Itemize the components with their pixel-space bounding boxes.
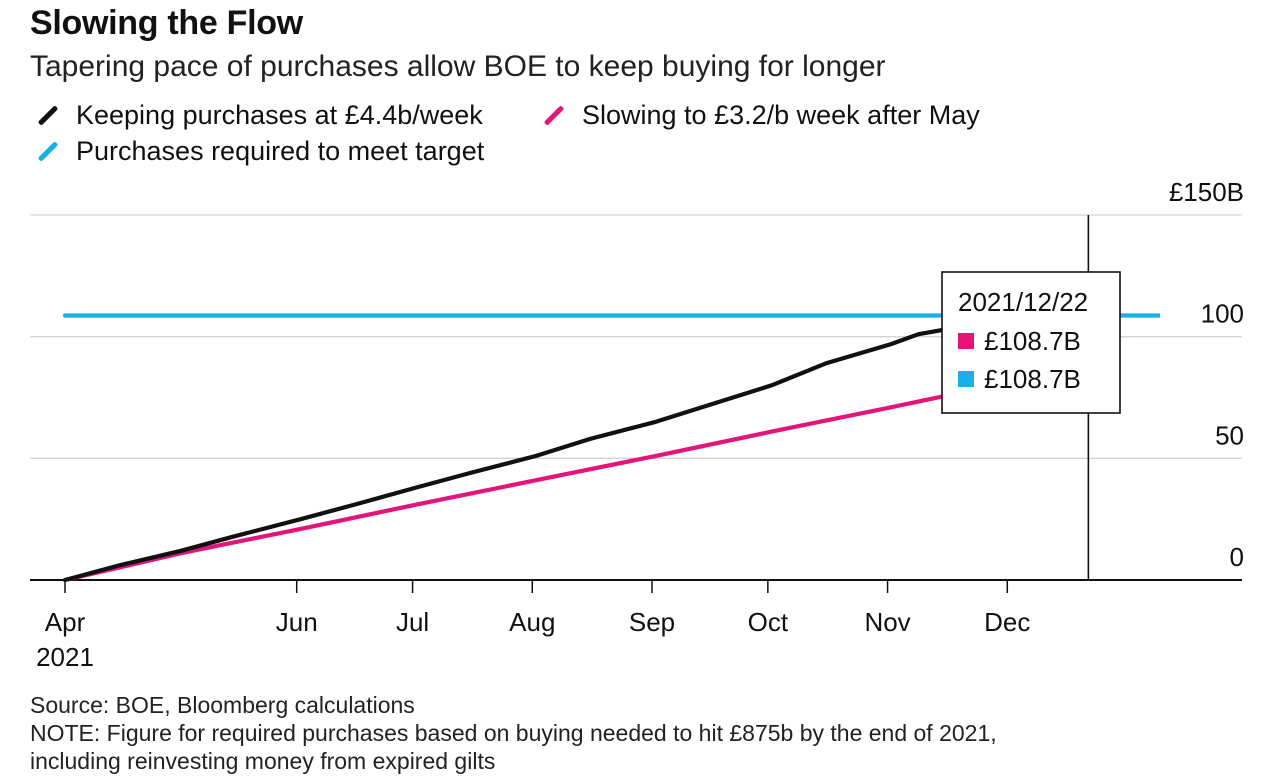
tooltip-swatch	[958, 333, 974, 349]
x-tick-label: Sep	[629, 607, 675, 637]
footnote-line-1: NOTE: Figure for required purchases base…	[30, 720, 997, 746]
tooltip-layer: 2021/12/22 £108.7B £108.7B	[941, 271, 1121, 414]
legend-item-slowing: Slowing to £3.2/b week after May	[536, 100, 980, 131]
x-tick-label: Oct	[748, 607, 789, 637]
tooltip-value: £108.7B	[984, 326, 1081, 356]
grid-layer: £150B 100 50 0 Apr 2021 Jun Jul Aug Sep Oct Nov Dec	[30, 177, 1244, 672]
chart-subtitle: Tapering pace of purchases allow BOE to …	[30, 50, 886, 83]
x-tick-label: Jul	[396, 607, 429, 637]
legend-item-keeping-purchases: Keeping purchases at £4.4b/week	[30, 100, 483, 131]
y-tick-label: 100	[1201, 299, 1244, 329]
footnote-line-2: including reinvesting money from expired…	[30, 748, 496, 774]
legend-label: Slowing to £3.2/b week after May	[582, 100, 980, 130]
y-tick-label: 0	[1230, 542, 1244, 572]
x-tick-label: Nov	[864, 607, 910, 637]
x-tick-year-label: 2021	[36, 642, 94, 672]
x-tick-label: Apr	[45, 607, 86, 637]
legend-label: Purchases required to meet target	[76, 136, 485, 166]
tooltip-date: 2021/12/22	[958, 287, 1088, 317]
series-line	[62, 313, 967, 583]
x-tick-label: Dec	[984, 607, 1030, 637]
x-tick-label: Jun	[276, 607, 318, 637]
chart-title: Slowing the Flow	[30, 4, 303, 42]
y-tick-label: 50	[1215, 420, 1244, 450]
legend-label: Keeping purchases at £4.4b/week	[76, 100, 483, 130]
tooltip-swatch	[958, 371, 974, 387]
tooltip-value: £108.7B	[984, 364, 1081, 394]
x-tick-label: Aug	[509, 607, 555, 637]
source-note: Source: BOE, Bloomberg calculations	[30, 692, 415, 718]
y-tick-label: £150B	[1169, 177, 1244, 207]
legend-item-required: Purchases required to meet target	[30, 136, 484, 167]
